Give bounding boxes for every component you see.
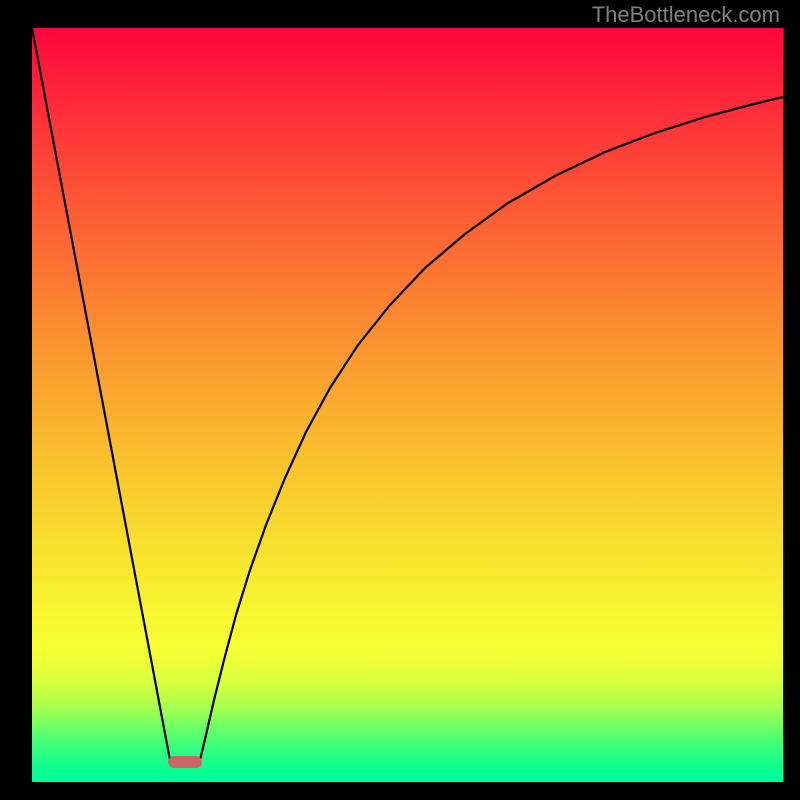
chart-container: TheBottleneck.com bbox=[0, 0, 800, 800]
curve-overlay bbox=[32, 28, 783, 782]
bottleneck-marker bbox=[168, 756, 202, 768]
watermark-text: TheBottleneck.com bbox=[592, 2, 780, 28]
plot-area bbox=[32, 28, 783, 782]
